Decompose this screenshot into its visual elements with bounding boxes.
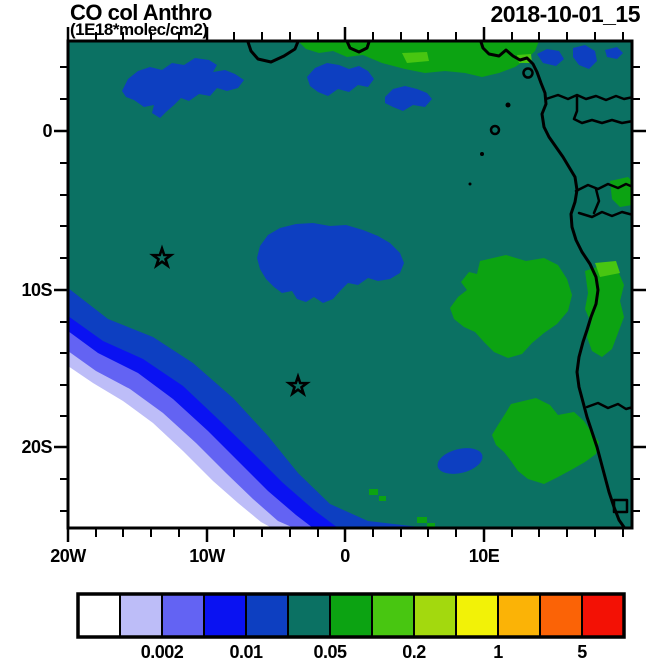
x-axis-label-10e: 10E	[468, 546, 500, 566]
island-outline	[522, 67, 534, 79]
colorbar-cell	[413, 593, 457, 638]
country-border	[577, 210, 632, 219]
field-blob-navy-nw	[122, 58, 244, 118]
colorbar-label-1: 1	[493, 642, 503, 662]
field-lightgreen-spot-3	[595, 261, 620, 277]
axis-ticks	[54, 27, 646, 542]
colorbar-cell	[161, 593, 205, 638]
colorbar-cell	[77, 593, 121, 638]
field-green-speck	[427, 523, 435, 528]
x-axis-label-10w: 10W	[189, 546, 225, 566]
colorbar-cell	[455, 593, 499, 638]
colorbar-label-02: 0.2	[402, 642, 426, 662]
colorbar-label-5: 5	[577, 642, 587, 662]
star-marker-1	[149, 244, 175, 270]
colorbar	[76, 592, 626, 639]
plot-units-subtitle: (1E18*molec/cm2)	[70, 20, 208, 39]
field-blob-navy-n2	[385, 86, 432, 111]
y-axis-label-0: 0	[42, 121, 52, 141]
field-green-speck	[379, 496, 386, 501]
field-green-coast-strip	[585, 265, 624, 357]
field-green-patch-east	[450, 255, 572, 358]
y-axis-label-10s: 10S	[21, 280, 52, 300]
coastal-feature-box	[612, 498, 629, 514]
colorbar-label-0002: 0.002	[140, 642, 184, 662]
island-outline	[489, 124, 501, 136]
map-frame	[66, 39, 634, 530]
plot-timestamp: 2018-10-01_15	[490, 1, 640, 27]
x-axis-label-0: 0	[340, 546, 350, 566]
field-blob-navy-south	[437, 448, 483, 474]
colorbar-cell	[287, 593, 331, 638]
country-border	[585, 401, 632, 411]
field-green-speck	[369, 489, 378, 495]
island-dot	[505, 102, 511, 108]
colorbar-label-005: 0.05	[313, 642, 347, 662]
colorbar-cell	[581, 593, 625, 638]
field-lightgreen-spot-1	[402, 52, 429, 63]
country-border	[574, 182, 632, 193]
field-blob-navy-center	[257, 223, 404, 303]
coastline-west-africa	[479, 41, 627, 528]
field-blob-navy-ne3	[605, 47, 623, 59]
y-axis-label-20s: 20S	[21, 437, 52, 457]
field-blob-navy-ne2	[573, 45, 597, 69]
colorbar-cell	[245, 593, 289, 638]
country-border	[592, 187, 601, 215]
field-green-patch-southeast	[492, 398, 599, 484]
colorbar-label-001: 0.01	[229, 642, 263, 662]
coastline-gulf-notch-1	[246, 41, 300, 64]
colorbar-cell	[119, 593, 163, 638]
country-border	[544, 93, 632, 102]
field-green-speck	[417, 517, 427, 523]
map-field	[68, 41, 632, 528]
field-blob-navy-ne1	[537, 49, 564, 66]
colorbar-cell	[329, 593, 373, 638]
colorbar-cell	[371, 593, 415, 638]
plot-title: CO col Anthro	[70, 0, 212, 25]
island-dot	[480, 152, 484, 156]
island-dot	[468, 182, 472, 186]
field-blob-navy-n1	[307, 63, 374, 96]
x-axis-label-20w: 20W	[50, 546, 86, 566]
colorbar-outline	[76, 592, 626, 639]
colorbar-cell	[497, 593, 541, 638]
field-band-white	[68, 366, 272, 528]
coastline-gulf-notch-2	[345, 41, 371, 54]
colorbar-cell	[539, 593, 583, 638]
colorbar-cell	[203, 593, 247, 638]
country-border	[572, 95, 632, 125]
star-marker-2	[285, 372, 311, 398]
